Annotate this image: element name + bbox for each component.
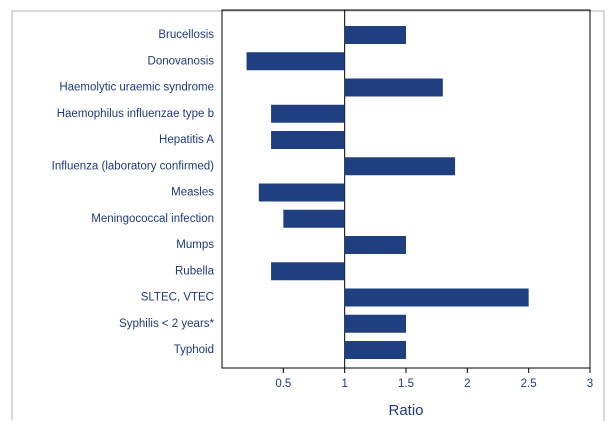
y-tick-label: SLTEC, VTEC xyxy=(141,292,214,304)
bar xyxy=(271,104,345,123)
bar xyxy=(271,262,345,281)
bar xyxy=(283,209,345,228)
bar xyxy=(246,52,345,71)
y-tick-label: Haemolytic uraemic syndrome xyxy=(59,82,214,94)
bar xyxy=(344,288,529,307)
bar xyxy=(344,314,406,333)
y-tick-label: Influenza (laboratory confirmed) xyxy=(52,160,215,172)
y-tick-label: Meningococcal infection xyxy=(91,213,214,225)
x-tick-label: 1 xyxy=(341,378,347,390)
x-tick-label: 3 xyxy=(587,378,593,390)
bar xyxy=(344,26,406,44)
x-tick-label: 1.5 xyxy=(398,378,414,390)
y-tick-label: Typhoid xyxy=(174,344,214,356)
x-tick-label: 2.5 xyxy=(521,378,537,390)
frame xyxy=(11,10,605,421)
bar xyxy=(344,236,406,254)
y-tick-label: Donovanosis xyxy=(148,55,215,67)
bar xyxy=(271,131,345,149)
x-tick-label: 0.5 xyxy=(275,378,291,390)
y-tick-label: Brucellosis xyxy=(158,29,214,41)
bar xyxy=(344,78,443,97)
y-tick-label: Hepatitis A xyxy=(159,134,214,146)
y-tick-label: Syphilis < 2 years* xyxy=(119,318,214,330)
x-tick-label: 2 xyxy=(464,378,470,390)
y-tick-label: Mumps xyxy=(176,239,214,251)
y-tick-label: Rubella xyxy=(175,265,215,277)
x-axis-title: Ratio xyxy=(388,402,423,419)
bar xyxy=(344,341,406,359)
bar xyxy=(258,183,345,202)
y-tick-label: Measles xyxy=(171,187,214,199)
y-tick-label: Haemophilus influenzae type b xyxy=(57,108,214,120)
bar xyxy=(344,157,456,176)
